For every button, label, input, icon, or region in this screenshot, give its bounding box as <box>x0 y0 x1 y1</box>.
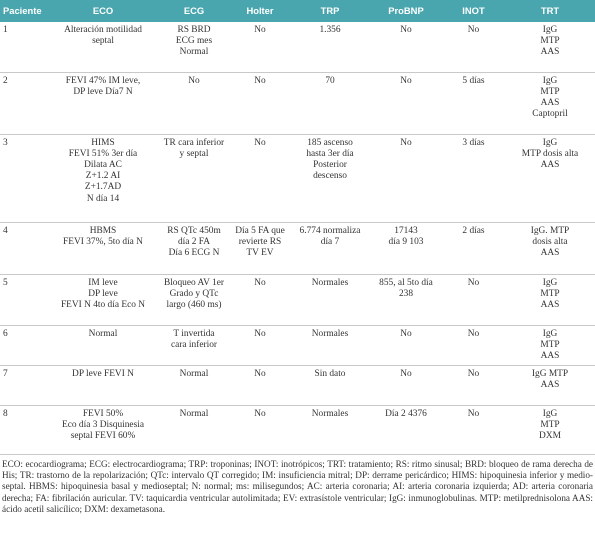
table-cell: 2 <box>0 72 48 135</box>
table-cell: 1 <box>0 22 48 73</box>
table-cell: 8 <box>0 405 48 455</box>
table-cell: RS QTc 450m día 2 FA Día 6 ECG N <box>158 222 230 275</box>
table-cell: T invertida cara inferior <box>158 325 230 366</box>
table-cell: TR cara inferior y septal <box>158 134 230 223</box>
table-cell: 3 <box>0 134 48 223</box>
table-row: 7 DP leve FEVI N Normal No Sin dato No No IgG M… <box>0 365 595 406</box>
table-row: 5 IM leve DP leve FEVI N 4to día Eco N Blo… <box>0 274 595 326</box>
table-cell: IgG MTP AAS <box>505 274 595 326</box>
header-cell: TRT <box>505 0 595 22</box>
header-cell: INOT <box>442 0 505 22</box>
table-cell: No <box>442 274 505 326</box>
table-cell: IgG. MTP dosis alta AAS <box>505 222 595 275</box>
table-cell: Alteración motilidad septal <box>48 22 158 73</box>
table-cell: 70 <box>290 72 370 135</box>
table-cell: No <box>230 22 290 73</box>
table-cell: No <box>370 72 442 135</box>
table-cell: 5 <box>0 274 48 326</box>
table-cell: No <box>230 274 290 326</box>
table-cell: 855, al 5to día 238 <box>370 274 442 326</box>
table-cell: No <box>230 325 290 366</box>
table-cell: Normales <box>290 274 370 326</box>
table-cell: IgG MTP AAS <box>505 325 595 366</box>
table-cell: No <box>370 325 442 366</box>
table-cell: Normales <box>290 405 370 455</box>
table-cell: RS BRD ECG mes Normal <box>158 22 230 73</box>
table-cell: Bloqueo AV 1er Grado y QTc largo (460 ms… <box>158 274 230 326</box>
table-cell: No <box>442 22 505 73</box>
table-row: 2 FEVI 47% IM leve, DP leve Día7 N No No 70 N… <box>0 72 595 135</box>
table-cell: HBMS FEVI 37%, 5to día N <box>48 222 158 275</box>
table-cell: No <box>370 22 442 73</box>
table-cell: 4 <box>0 222 48 275</box>
table-cell: IM leve DP leve FEVI N 4to día Eco N <box>48 274 158 326</box>
table-cell: 7 <box>0 365 48 406</box>
table-cell: No <box>230 365 290 406</box>
table-cell: No <box>442 405 505 455</box>
table-cell: No <box>230 72 290 135</box>
table-cell: IgG MTP dosis alta AAS <box>505 134 595 223</box>
table-cell: IgG MTP AAS <box>505 365 595 406</box>
header-cell: Paciente <box>0 0 48 22</box>
table-cell: No <box>158 72 230 135</box>
table-cell: No <box>442 325 505 366</box>
table-cell: IgG MTP DXM <box>505 405 595 455</box>
table-cell: No <box>230 405 290 455</box>
table-cell: No <box>370 134 442 223</box>
table-row: 4 HBMS FEVI 37%, 5to día N RS QTc 450m día… <box>0 222 595 275</box>
table-row: 3 HIMS FEVI 51% 3er día Dilata AC Z+1.2 A… <box>0 134 595 223</box>
table-cell: 17143 día 9 103 <box>370 222 442 275</box>
table-cell: Día 5 FA que revierte RS TV EV <box>230 222 290 275</box>
table-cell: Sin dato <box>290 365 370 406</box>
header-cell: ECG <box>158 0 230 22</box>
header-cell: Holter <box>230 0 290 22</box>
table-cell: 185 ascenso hasta 3er día Posterior desc… <box>290 134 370 223</box>
table-cell: Normal <box>158 405 230 455</box>
table-cell: 6.774 normaliza día 7 <box>290 222 370 275</box>
table-cell: FEVI 47% IM leve, DP leve Día7 N <box>48 72 158 135</box>
table-cell: No <box>442 365 505 406</box>
table-row: 8 FEVI 50% Eco día 3 Disquinesia septal F… <box>0 405 595 455</box>
table-cell: Día 2 4376 <box>370 405 442 455</box>
header-row: Paciente ECO ECG Holter TRP ProBNP INOT TRT <box>0 0 595 22</box>
table-cell: No <box>370 365 442 406</box>
header-cell: ProBNP <box>370 0 442 22</box>
table-cell: IgG MTP AAS Captopril <box>505 72 595 135</box>
header-cell: ECO <box>48 0 158 22</box>
table-cell: DP leve FEVI N <box>48 365 158 406</box>
table-cell: Normal <box>48 325 158 366</box>
table-cell: 2 días <box>442 222 505 275</box>
table-cell: 6 <box>0 325 48 366</box>
table-cell: Normales <box>290 325 370 366</box>
table-cell: 3 días <box>442 134 505 223</box>
data-table: Paciente ECO ECG Holter TRP ProBNP INOT TRT 1 Al… <box>0 0 595 455</box>
table-cell: IgG MTP AAS <box>505 22 595 73</box>
table-cell: Normal <box>158 365 230 406</box>
table-cell: HIMS FEVI 51% 3er día Dilata AC Z+1.2 AI… <box>48 134 158 223</box>
table-cell: 1.356 <box>290 22 370 73</box>
table-row: 6 Normal T invertida cara inferior No Normal… <box>0 325 595 366</box>
table-cell: 5 días <box>442 72 505 135</box>
header-cell: TRP <box>290 0 370 22</box>
table-cell: FEVI 50% Eco día 3 Disquinesia septal FE… <box>48 405 158 455</box>
footnote: ECO: ecocardiograma; ECG: electrocardiog… <box>2 458 593 515</box>
table-row: 1 Alteración motilidad septal RS BRD ECG m… <box>0 22 595 73</box>
table-body: 1 Alteración motilidad septal RS BRD ECG m… <box>0 22 595 455</box>
table-cell: No <box>230 134 290 223</box>
